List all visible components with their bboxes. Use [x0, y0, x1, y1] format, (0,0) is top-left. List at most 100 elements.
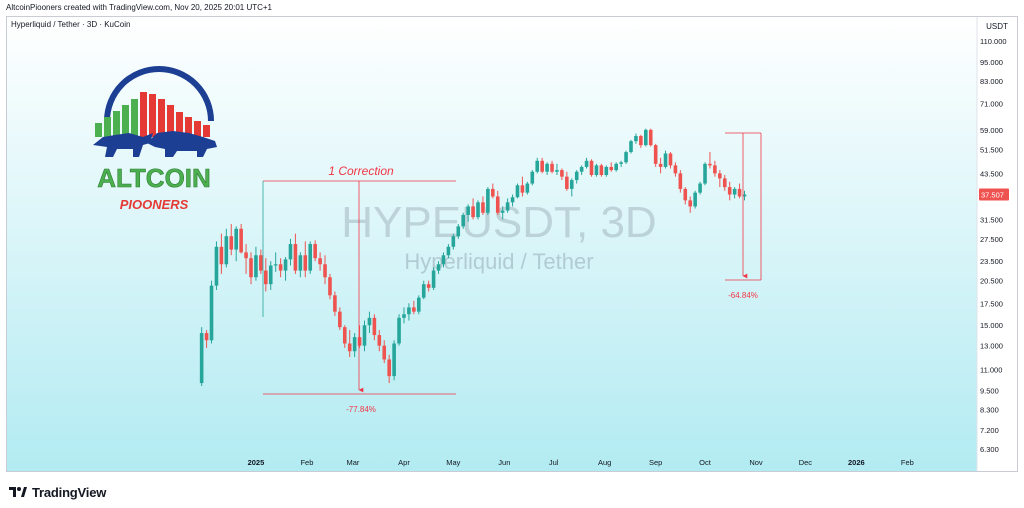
x-tick-label: Oct	[699, 458, 712, 467]
candle	[471, 198, 475, 220]
candle	[446, 244, 451, 259]
candle-body	[658, 163, 663, 167]
candle	[441, 252, 446, 268]
x-tick-label: Jul	[549, 458, 559, 467]
candle	[653, 143, 658, 167]
candle-body	[683, 188, 688, 201]
candle-body	[244, 252, 248, 259]
candle	[624, 150, 628, 164]
drop-2-label: -64.84%	[728, 291, 758, 300]
candle-body	[416, 297, 421, 312]
candle	[421, 280, 426, 300]
tradingview-logo-icon	[9, 487, 27, 497]
correction-1-measure: 1 Correction -77.84%	[262, 164, 456, 414]
candle	[569, 178, 574, 197]
y-tick-label: 95.000	[980, 58, 1003, 67]
candle-body	[545, 163, 549, 172]
candle	[515, 183, 520, 199]
candle-body	[273, 264, 278, 266]
candle-body	[283, 259, 288, 271]
y-tick-label: 59.000	[980, 126, 1003, 135]
candle	[254, 246, 258, 281]
candle	[397, 314, 401, 346]
candle-body	[505, 202, 510, 211]
candle	[219, 233, 224, 274]
tradingview-wordmark: TradingView	[32, 484, 107, 500]
candle	[678, 170, 683, 193]
watermark-name: Hyperliquid / Tether	[404, 249, 593, 274]
candle-body	[342, 327, 347, 344]
candle	[560, 168, 564, 181]
candle-body	[491, 188, 495, 197]
candle-body	[293, 244, 298, 271]
chart-frame[interactable]: HYPEUSDT, 3D Hyperliquid / Tether	[6, 16, 1018, 472]
y-tick-label: 13.000	[980, 342, 1003, 351]
candles	[199, 128, 747, 386]
candle-body	[471, 206, 475, 218]
candle	[668, 152, 673, 169]
candle	[565, 171, 569, 191]
candle	[540, 157, 544, 174]
candle	[461, 212, 466, 229]
candle	[382, 340, 387, 364]
candle-body	[328, 277, 332, 296]
candle	[574, 170, 579, 184]
candle-body	[481, 202, 485, 213]
candle	[742, 190, 747, 201]
logo-arc-icon	[104, 66, 214, 122]
candle	[209, 280, 214, 344]
candle-body	[461, 214, 466, 227]
last-price-label: 37.507	[981, 190, 1004, 199]
candle-body	[441, 255, 446, 265]
candle-body	[732, 188, 737, 195]
candle	[342, 325, 347, 348]
y-tick-label: 7.200	[980, 426, 999, 435]
candle	[609, 162, 614, 172]
x-tick-label: Mar	[347, 458, 360, 467]
candle	[451, 233, 456, 250]
candle	[387, 354, 391, 384]
candle	[634, 133, 638, 144]
candle	[278, 258, 283, 278]
x-tick-label: Apr	[398, 458, 410, 467]
candle-body	[614, 163, 618, 171]
candle	[229, 223, 234, 256]
y-tick-label: 15.000	[980, 321, 1003, 330]
candle-body	[392, 343, 396, 377]
x-tick-label: 2025	[248, 458, 265, 467]
candle	[663, 150, 668, 169]
price-axis[interactable]	[977, 17, 1017, 471]
candle	[698, 181, 702, 195]
candle	[426, 280, 431, 292]
time-axis[interactable]	[7, 449, 977, 471]
candle	[288, 238, 293, 266]
bull-bear-chart-icon	[93, 92, 217, 157]
candle-body	[426, 284, 431, 288]
candlestick-chart[interactable]: HYPEUSDT, 3D Hyperliquid / Tether	[7, 17, 1017, 471]
candle-body	[624, 152, 628, 163]
candle	[510, 194, 515, 207]
candle	[338, 307, 342, 331]
candle	[239, 223, 243, 254]
candle-body	[599, 165, 604, 175]
x-tick-label: Jun	[498, 458, 510, 467]
y-tick-label: 110.000	[980, 37, 1007, 46]
candle	[357, 325, 362, 348]
candle-body	[298, 255, 303, 271]
candle-body	[713, 165, 717, 174]
candle	[362, 320, 367, 352]
candle	[392, 340, 396, 381]
y-tick-label: 31.500	[980, 215, 1003, 224]
candle	[298, 252, 303, 278]
candle	[688, 196, 693, 213]
tradingview-logo[interactable]: TradingView	[8, 484, 106, 500]
candle-body	[239, 228, 243, 253]
candle-body	[520, 185, 525, 193]
candle	[737, 183, 742, 199]
candle	[303, 241, 308, 278]
candle-body	[229, 236, 234, 250]
y-tick-label: 23.500	[980, 257, 1003, 266]
candle	[644, 128, 648, 147]
logo-tagline: PIOONERS	[120, 197, 189, 212]
candle-body	[382, 345, 387, 360]
